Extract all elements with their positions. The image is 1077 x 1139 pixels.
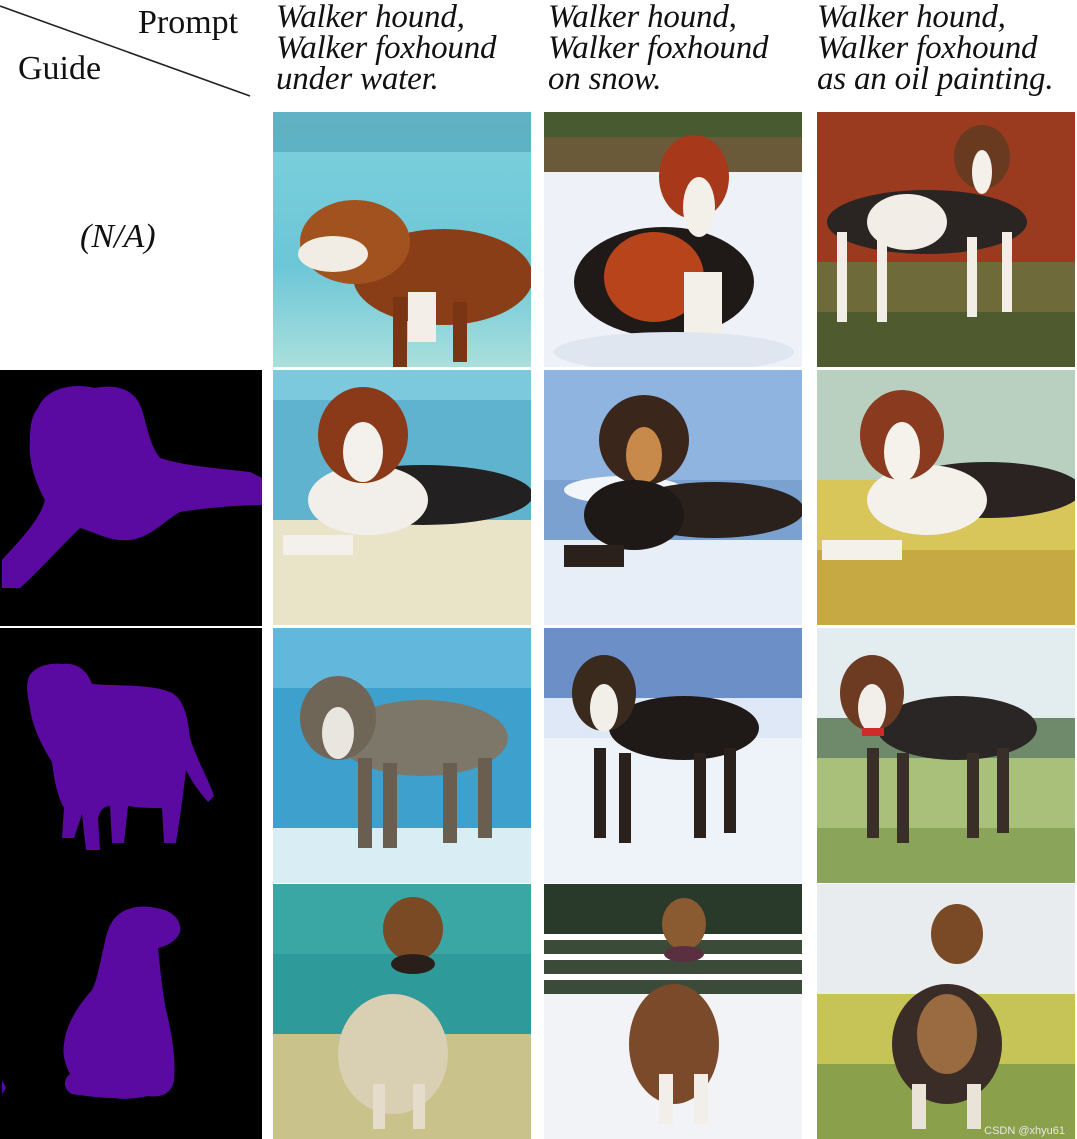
prompt-line: Walker hound, bbox=[548, 0, 737, 35]
prompt-line: Walker foxhound bbox=[276, 30, 497, 66]
prompt-header-snow: Walker hound, Walker foxhound on snow. bbox=[548, 0, 769, 97]
image-oil-painting-row3 bbox=[817, 628, 1075, 883]
image-underwater-row4 bbox=[273, 884, 531, 1139]
image-snow-row1 bbox=[544, 112, 802, 367]
image-underwater-row2 bbox=[273, 370, 531, 625]
corner-diagonal bbox=[0, 5, 251, 97]
image-oil-painting-row4: CSDN @xhyu61 bbox=[817, 884, 1075, 1139]
image-underwater-row1 bbox=[273, 112, 531, 367]
header-corner: Prompt Guide bbox=[0, 0, 262, 104]
prompt-line: Walker foxhound bbox=[817, 30, 1038, 66]
prompt-header-underwater: Walker hound, Walker foxhound under wate… bbox=[276, 0, 497, 97]
image-oil-painting-row2 bbox=[817, 370, 1075, 625]
image-snow-row4 bbox=[544, 884, 802, 1139]
prompt-header-oil-painting: Walker hound, Walker foxhound as an oil … bbox=[817, 0, 1054, 97]
prompt-line: under water. bbox=[276, 61, 439, 97]
image-snow-row3 bbox=[544, 628, 802, 883]
guide-na-label: (N/A) bbox=[80, 218, 156, 255]
prompt-line: Walker foxhound bbox=[548, 30, 769, 66]
prompt-line: on snow. bbox=[548, 61, 662, 97]
corner-prompt-label: Prompt bbox=[138, 4, 239, 41]
watermark: CSDN @xhyu61 bbox=[984, 1125, 1065, 1137]
image-underwater-row3 bbox=[273, 628, 531, 883]
image-oil-painting-row1 bbox=[817, 112, 1075, 367]
image-snow-row2 bbox=[544, 370, 802, 625]
prompt-line: Walker hound, bbox=[817, 0, 1006, 35]
prompt-line: as an oil painting. bbox=[817, 61, 1054, 97]
prompt-line: Walker hound, bbox=[276, 0, 465, 35]
corner-guide-label: Guide bbox=[18, 50, 102, 87]
guide-mask-standing bbox=[0, 628, 262, 884]
guide-mask-lying bbox=[0, 370, 262, 626]
guide-mask-sitting bbox=[0, 884, 262, 1139]
